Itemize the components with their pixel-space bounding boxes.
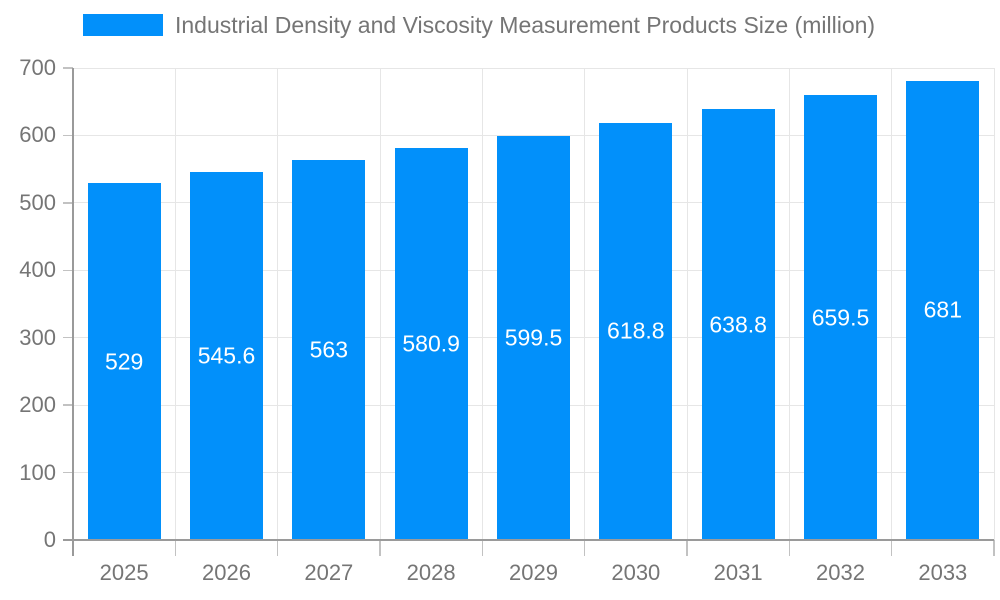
x-tick [481, 540, 484, 556]
y-axis-label: 400 [19, 257, 56, 283]
legend-series-label: Industrial Density and Viscosity Measure… [175, 12, 876, 38]
x-tick [993, 540, 995, 556]
bar-value-label: 618.8 [607, 317, 665, 344]
v-gridline [891, 68, 893, 540]
x-axis-label: 2027 [304, 560, 354, 585]
y-tick [63, 471, 73, 474]
h-gridline [73, 67, 994, 69]
bar-value-label: 545.6 [197, 342, 256, 369]
y-axis-label: 100 [19, 459, 56, 485]
bar [599, 122, 673, 540]
v-gridline [686, 68, 688, 540]
x-axis-label: 2026 [202, 560, 251, 585]
x-tick [174, 540, 177, 556]
x-tick [890, 540, 893, 556]
bar [701, 109, 775, 540]
x-tick [583, 540, 586, 556]
y-tick [63, 269, 73, 272]
legend: Industrial Density and Viscosity Measure… [83, 8, 875, 42]
y-axis-label: 0 [43, 527, 56, 552]
x-tick [379, 540, 381, 556]
y-tick [63, 336, 73, 339]
bar-value-label: 599.5 [504, 324, 563, 351]
v-gridline [174, 68, 176, 540]
bar [87, 183, 161, 540]
legend-swatch [83, 14, 163, 36]
x-tick [686, 540, 688, 556]
y-axis-label: 200 [19, 392, 56, 418]
bar-value-label: 563 [309, 336, 349, 363]
y-axis-line [72, 68, 74, 556]
x-axis-label: 2025 [99, 560, 149, 585]
h-gridline [73, 134, 994, 136]
bar-value-label: 580.9 [402, 330, 460, 357]
y-tick [63, 134, 73, 137]
bar [804, 95, 877, 540]
bar [190, 172, 263, 540]
v-gridline [379, 68, 381, 540]
y-tick [63, 202, 73, 204]
bar-value-label: 529 [104, 348, 144, 375]
y-axis-label: 600 [19, 122, 56, 148]
y-tick [63, 404, 73, 406]
bar [292, 160, 366, 540]
x-axis-label: 2033 [918, 560, 968, 585]
bar [497, 135, 570, 540]
x-axis-label: 2031 [713, 560, 763, 585]
bar-value-label: 638.8 [709, 311, 767, 338]
bar [394, 148, 468, 540]
x-tick [788, 540, 791, 556]
y-axis-label: 300 [19, 324, 56, 350]
x-axis-label: 2032 [816, 560, 865, 585]
y-axis-label: 500 [19, 189, 56, 215]
x-tick [276, 540, 279, 556]
bar [906, 80, 980, 540]
x-axis-label: 2028 [406, 560, 456, 585]
x-axis-line [63, 539, 994, 541]
x-axis-label: 2030 [611, 560, 661, 585]
v-gridline [993, 68, 995, 540]
v-gridline [481, 68, 483, 540]
v-gridline [788, 68, 790, 540]
bar-value-label: 659.5 [811, 304, 870, 331]
bar-value-label: 681 [923, 296, 963, 323]
v-gridline [584, 68, 586, 540]
x-axis-label: 2029 [509, 560, 558, 585]
y-tick [63, 67, 73, 69]
v-gridline [277, 68, 279, 540]
y-axis-label: 700 [19, 55, 56, 80]
